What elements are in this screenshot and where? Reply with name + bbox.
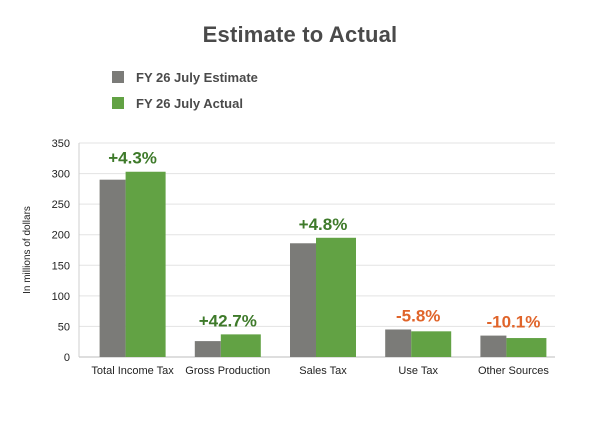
y-tick-label: 150 — [52, 260, 70, 272]
change-annotation: -10.1% — [486, 313, 540, 332]
legend: FY 26 July Estimate FY 26 July Actual — [112, 64, 258, 116]
x-tick-label: Total Income Tax — [91, 365, 174, 377]
bar-actual — [411, 331, 452, 357]
legend-swatch-estimate — [112, 71, 124, 83]
y-tick-label: 250 — [52, 199, 70, 211]
bar-actual — [125, 171, 166, 357]
y-tick-label: 300 — [52, 169, 70, 181]
x-tick-label: Use Tax — [398, 365, 438, 377]
change-annotation: -5.8% — [396, 306, 440, 325]
y-tick-label: 100 — [52, 291, 70, 303]
x-tick-label: Gross Production — [185, 365, 270, 377]
change-annotation: +42.7% — [199, 311, 257, 330]
legend-item-actual: FY 26 July Actual — [112, 90, 258, 116]
bar-estimate — [290, 243, 316, 357]
bar-actual — [316, 237, 356, 357]
x-tick-label: Sales Tax — [299, 365, 347, 377]
bar-estimate — [194, 341, 221, 357]
legend-label-actual: FY 26 July Actual — [136, 95, 243, 111]
legend-item-estimate: FY 26 July Estimate — [112, 64, 258, 90]
bar-actual — [220, 334, 261, 357]
bar-estimate — [385, 329, 412, 357]
bar-estimate — [480, 335, 507, 357]
chart-title: Estimate to Actual — [202, 22, 398, 47]
y-tick-label: 0 — [64, 352, 70, 364]
change-annotation: +4.8% — [299, 215, 348, 234]
change-annotation: +4.3% — [108, 149, 157, 168]
legend-label-estimate: FY 26 July Estimate — [136, 69, 258, 85]
x-tick-label: Other Sources — [478, 365, 549, 377]
y-tick-label: 350 — [52, 138, 70, 150]
y-axis-label: In millions of dollars — [22, 206, 33, 294]
bar-estimate — [99, 179, 126, 357]
bar-actual — [506, 338, 547, 357]
y-tick-label: 50 — [58, 321, 70, 333]
y-tick-label: 200 — [52, 230, 70, 242]
legend-swatch-actual — [112, 97, 124, 109]
